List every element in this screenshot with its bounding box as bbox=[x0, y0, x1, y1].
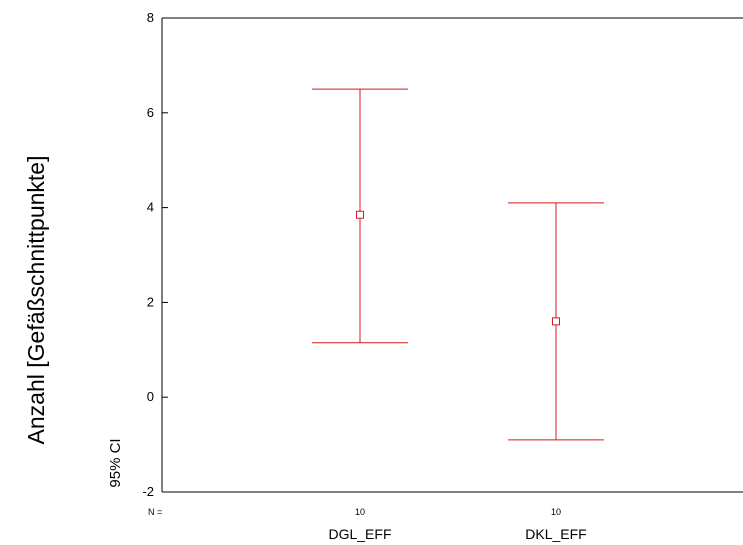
x-category-label: DGL_EFF bbox=[328, 526, 391, 542]
y-axis-outer-label: Anzahl [Gefäßschnittpunkte] bbox=[23, 156, 49, 445]
mean-marker-dkl_eff bbox=[552, 317, 560, 326]
n-value-label: 10 bbox=[355, 507, 365, 517]
mean-marker-dgl_eff bbox=[356, 210, 364, 219]
y-tick-label: 6 bbox=[147, 105, 154, 120]
y-axis-inner-label: 95% CI bbox=[107, 438, 124, 487]
y-tick-label: -2 bbox=[142, 484, 154, 499]
n-value-label: 10 bbox=[551, 507, 561, 517]
n-prefix-label: N = bbox=[148, 507, 162, 517]
y-tick-label: 2 bbox=[147, 294, 154, 309]
y-tick-label: 8 bbox=[147, 10, 154, 25]
y-tick-label: 4 bbox=[147, 200, 154, 215]
y-tick-label: 0 bbox=[147, 389, 154, 404]
x-category-label: DKL_EFF bbox=[525, 526, 586, 542]
